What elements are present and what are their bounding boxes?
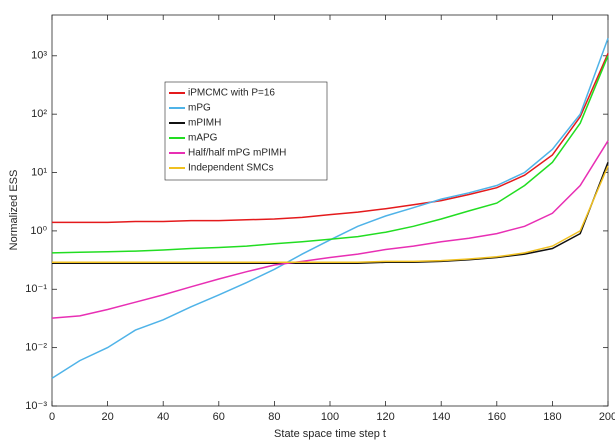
y-axis-label: Normalized ESS [8,170,20,251]
series-line [51,140,609,319]
x-tick-label: 40 [157,411,169,423]
series-line [51,55,609,254]
x-axis-label: State space time step t [274,428,386,440]
series-line [52,53,609,224]
legend-label: Half/half mPG mPIMH [188,148,286,159]
legend-label: mPIMH [188,118,221,129]
y-tick-label: 10² [31,108,47,120]
series-line [52,162,609,264]
x-tick-label: 60 [213,411,225,423]
x-tick-label: 200 [599,411,615,423]
x-tick-label: 140 [432,411,450,423]
y-tick-label: 10⁰ [30,225,47,237]
legend-label: iPMCMC with P=16 [188,88,275,99]
x-tick-label: 0 [49,411,55,423]
legend: iPMCMC with P=16 mPG mPIMH mAPG Half/half mP… [164,81,328,181]
legend-label: mPG [188,103,211,114]
y-tick-label: 10¹ [31,166,47,178]
x-tick-label: 100 [321,411,339,423]
y-tick-label: 10⁻³ [25,400,47,412]
plot-area [51,14,609,407]
x-tick-label: 180 [543,411,561,423]
x-tick-label: 80 [268,411,280,423]
series-line [52,165,609,264]
y-tick-label: 10⁻¹ [25,283,47,295]
y-tick-label: 10⁻² [25,342,47,354]
y-tick-label: 10³ [31,50,47,62]
legend-box [164,81,328,181]
x-tick-label: 160 [488,411,506,423]
x-tick-label: 20 [101,411,113,423]
legend-label: mAPG [188,133,218,144]
legend-label: Independent SMCs [188,163,274,174]
x-tick-label: 120 [376,411,394,423]
